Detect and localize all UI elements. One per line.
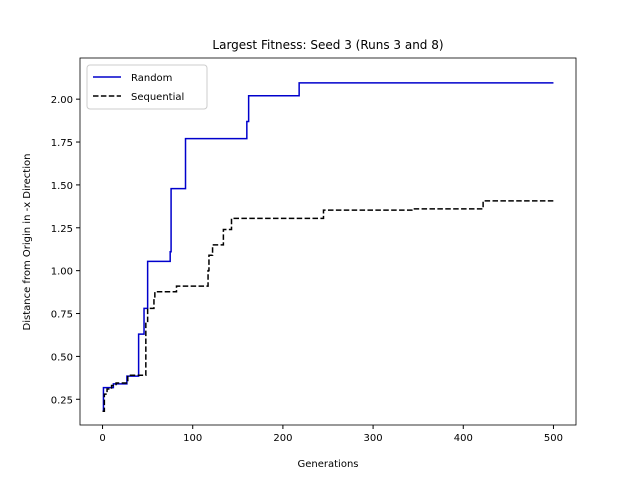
- chart-title: Largest Fitness: Seed 3 (Runs 3 and 8): [212, 38, 443, 52]
- y-axis-label: Distance from Origin in -x Direction: [22, 154, 33, 331]
- y-tick-label: 0.25: [51, 395, 73, 406]
- legend-box: [86, 64, 208, 110]
- x-tick-label: 300: [364, 433, 383, 444]
- y-tick-label: 0.50: [51, 352, 73, 363]
- x-tick-label: 100: [183, 433, 202, 444]
- y-tick-label: 1.75: [51, 138, 73, 149]
- x-tick-label: 500: [544, 433, 563, 444]
- legend-label: Sequential: [131, 92, 184, 103]
- line-series: [102, 200, 554, 413]
- y-tick-label: 2.00: [51, 95, 73, 106]
- legend-label: Random: [131, 73, 172, 84]
- x-axis-label: Generations: [298, 459, 359, 470]
- x-tick-label: 200: [273, 433, 292, 444]
- x-tick-label: 0: [99, 433, 105, 444]
- y-tick-label: 1.50: [51, 181, 73, 192]
- y-tick-label: 1.00: [51, 267, 73, 278]
- x-tick-label: 400: [454, 433, 473, 444]
- y-tick-label: 0.75: [51, 310, 73, 321]
- y-tick-label: 1.25: [51, 224, 73, 235]
- axes-frame: [79, 57, 577, 426]
